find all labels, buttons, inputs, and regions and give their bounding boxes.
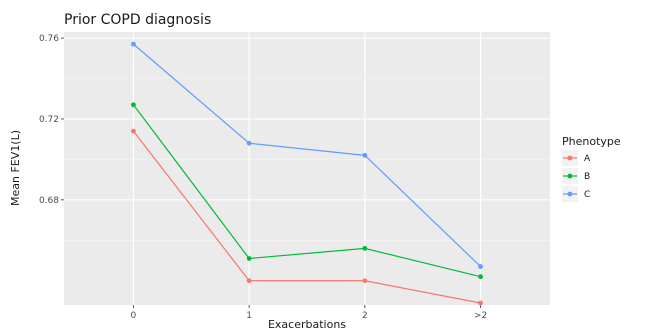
data-point (246, 256, 252, 261)
data-point (362, 245, 368, 251)
major-gridlines (64, 32, 550, 305)
series-line (132, 104, 481, 278)
data-point (478, 300, 483, 306)
x-tick-label: 1 (246, 311, 252, 321)
plot-panel (64, 32, 550, 305)
series-B (131, 102, 483, 280)
data-point (362, 278, 368, 284)
series-A (131, 128, 483, 306)
legend-key-point (567, 173, 573, 179)
x-tick-label: >2 (474, 311, 487, 321)
y-tick-label: 0.76 (39, 34, 59, 44)
chart-title: Prior COPD diagnosis (64, 12, 211, 28)
legend: Phenotype ABC (562, 135, 621, 202)
series-line (133, 43, 481, 268)
minor-gridlines (64, 78, 550, 241)
data-point (478, 264, 483, 269)
series-group (131, 41, 483, 306)
data-point (246, 278, 252, 284)
y-axis-title: Mean FEV1(L) (9, 130, 22, 206)
y-tick-label: 0.68 (39, 196, 59, 206)
legend-item-C: C (562, 186, 590, 202)
x-axis-title: Exacerbations (268, 318, 346, 331)
x-axis: 0 1 2 >2 (131, 305, 487, 321)
data-point (131, 102, 136, 108)
data-point (131, 41, 136, 47)
data-point (246, 140, 252, 146)
y-tick-label: 0.72 (39, 115, 59, 125)
legend-label: A (584, 154, 591, 164)
legend-label: C (584, 190, 590, 200)
legend-item-B: B (562, 168, 590, 184)
data-point (362, 152, 368, 158)
legend-key-point (567, 191, 573, 197)
series-C (131, 41, 483, 269)
legend-title: Phenotype (562, 135, 621, 148)
legend-key-point (567, 155, 573, 161)
legend-item-A: A (562, 150, 591, 166)
data-point (478, 274, 483, 280)
legend-label: B (584, 172, 590, 182)
series-line (132, 130, 481, 304)
x-tick-label: 2 (362, 311, 368, 321)
y-axis: 0.68 0.72 0.76 (39, 34, 64, 206)
x-tick-label: 0 (131, 311, 137, 321)
data-point (131, 128, 136, 134)
